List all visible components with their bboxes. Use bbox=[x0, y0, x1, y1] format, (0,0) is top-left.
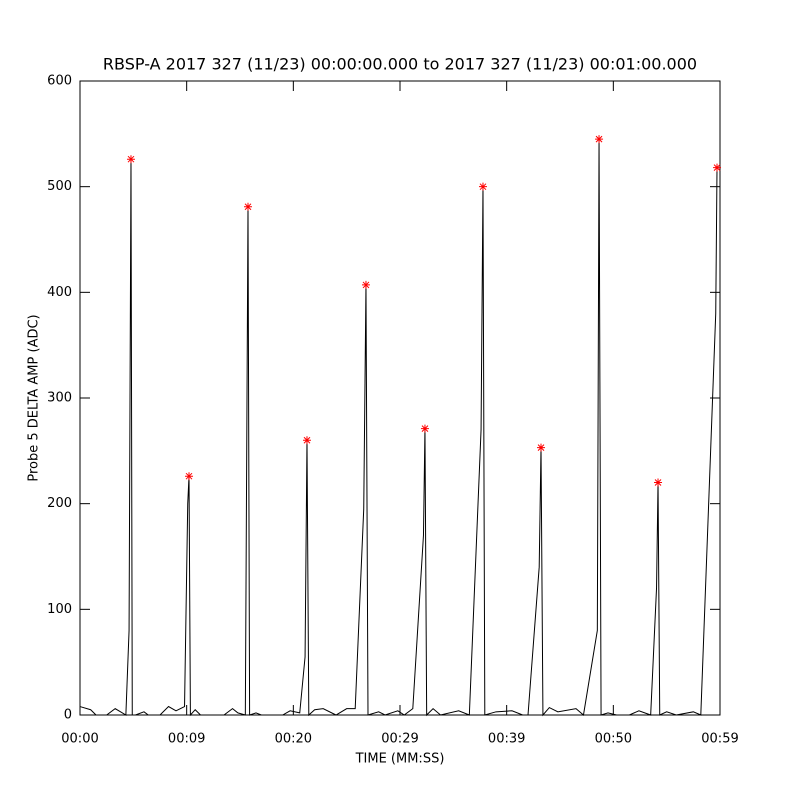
peak-marker bbox=[244, 202, 252, 211]
peak-marker bbox=[595, 135, 604, 144]
x-tick-label: 00:29 bbox=[381, 732, 418, 747]
y-tick-label: 500 bbox=[47, 179, 72, 194]
x-tick-label: 00:00 bbox=[61, 732, 98, 747]
peak-marker bbox=[302, 436, 311, 445]
peak-marker bbox=[185, 472, 194, 481]
x-tick-label: 00:09 bbox=[168, 732, 205, 747]
data-line bbox=[79, 139, 718, 717]
x-tick-label: 00:39 bbox=[488, 732, 525, 747]
peak-marker bbox=[420, 424, 429, 433]
x-tick-label: 00:20 bbox=[275, 732, 312, 747]
y-tick-label: 200 bbox=[47, 496, 72, 511]
peak-marker bbox=[537, 443, 546, 452]
x-tick-label: 00:59 bbox=[701, 732, 738, 747]
peak-marker bbox=[361, 280, 370, 289]
x-tick-label: 00:50 bbox=[595, 732, 632, 747]
y-tick-label: 0 bbox=[64, 708, 72, 723]
peak-marker bbox=[126, 155, 135, 164]
y-tick-label: 300 bbox=[47, 391, 72, 406]
peak-marker bbox=[654, 478, 663, 487]
y-axis-label: Probe 5 DELTA AMP (ADC) bbox=[27, 314, 42, 481]
chart-title: RBSP-A 2017 327 (11/23) 00:00:00.000 to … bbox=[103, 55, 697, 74]
y-tick-label: 400 bbox=[47, 285, 72, 300]
y-tick-label: 600 bbox=[47, 74, 72, 89]
plot-frame bbox=[79, 80, 721, 716]
y-tick-label: 100 bbox=[47, 602, 72, 617]
peak-marker bbox=[713, 163, 722, 172]
peak-marker bbox=[478, 182, 487, 191]
x-axis-label: TIME (MM:SS) bbox=[355, 752, 445, 767]
